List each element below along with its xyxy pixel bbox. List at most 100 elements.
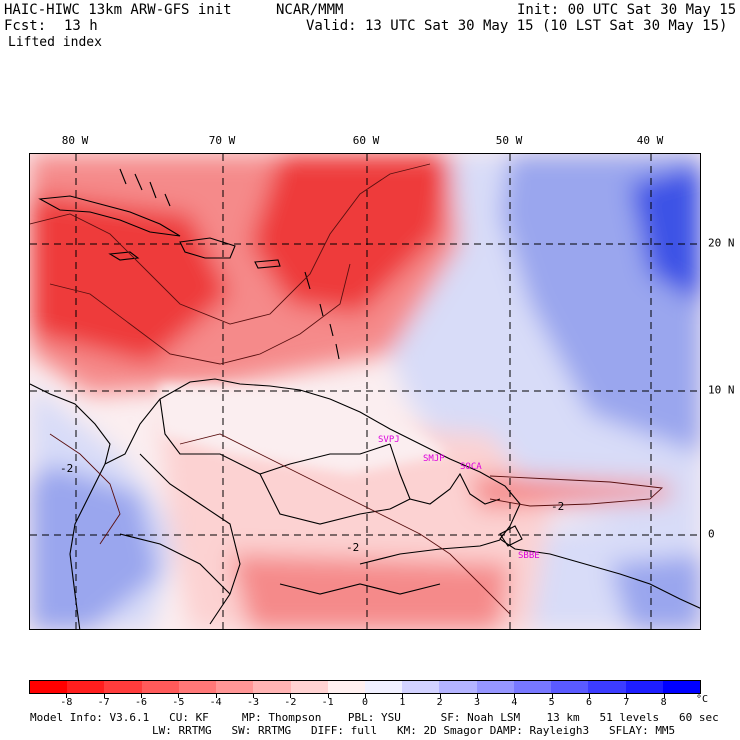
colorbar-tick-label: 4 — [511, 697, 518, 708]
colorbar-swatch — [513, 681, 552, 693]
colorbar-tick — [477, 694, 478, 698]
lon-label-50w: 50 W — [495, 134, 523, 147]
lat-label-10n: 10 N — [708, 383, 735, 397]
colorbar-swatch — [364, 681, 403, 693]
colorbar-tick — [402, 694, 404, 698]
colorbar-swatch — [588, 681, 626, 693]
coast-north-south-america — [104, 378, 700, 609]
colorbar-swatch — [178, 681, 217, 693]
coastlines — [30, 168, 700, 629]
colorbar-tick-label: 5 — [548, 697, 555, 708]
contour-label: -2 — [346, 541, 359, 554]
colorbar-swatch — [439, 681, 477, 693]
contour-label: -2 — [60, 462, 73, 475]
colorbar-swatch — [253, 681, 291, 693]
colorbar-tick-label: -3 — [246, 697, 260, 708]
model-info-line2: LW: RRTMG SW: RRTMG DIFF: full KM: 2D Sm… — [152, 724, 676, 737]
colorbar-swatch — [141, 681, 179, 693]
colorbar-tick-label: 0 — [361, 697, 369, 708]
colorbar-swatch — [476, 681, 514, 693]
colorbar-tick-label: -1 — [321, 697, 334, 708]
colorbar-swatch — [30, 681, 68, 693]
valid-time: Valid: 13 UTC Sat 30 May 15 (10 LST Sat … — [306, 18, 728, 34]
colorbar-tick — [141, 694, 142, 698]
border-brazil-north — [259, 473, 411, 525]
contours — [30, 163, 664, 615]
colorbar-swatch — [67, 681, 105, 693]
colorbar-tick-label: -5 — [172, 697, 185, 708]
contour-caribbean — [30, 163, 431, 325]
colorbar — [29, 680, 701, 694]
colorbar-tick-label: 3 — [473, 697, 481, 708]
colorbar-unit: °C — [696, 694, 709, 705]
lat-label-0: 0 — [708, 527, 715, 541]
colorbar-tick-label: -2 — [284, 697, 297, 708]
colorbar-tick — [327, 694, 329, 698]
contour-west — [49, 433, 121, 545]
lat-label-20n: 20 N — [708, 236, 735, 250]
colorbar-swatch — [104, 681, 142, 693]
negative-region-amazon-core — [230, 554, 510, 629]
colorbar-tick-label: -8 — [60, 697, 73, 708]
station-smjp: SMJP — [423, 454, 445, 464]
border-peru-brazil — [119, 533, 231, 595]
colorbar-tick-label: -7 — [97, 697, 110, 708]
colorbar-tick-label: 7 — [623, 697, 630, 708]
coast-marajo — [499, 525, 523, 547]
init-time: Init: 00 UTC Sat 30 May 15 — [517, 2, 737, 18]
fcst-label: Fcst: — [4, 18, 47, 34]
lifted-index-map: -2 -2 -2 SVPJ SMJP SOCA SBBE — [30, 154, 700, 629]
lon-label-60w: 60 W — [352, 134, 380, 147]
colorbar-tick — [514, 694, 516, 698]
colorbar-tick-label: 6 — [585, 697, 593, 708]
colorbar-tick — [103, 694, 105, 698]
coast-pacific-sa — [69, 463, 106, 629]
coast-hispaniola — [179, 237, 236, 259]
fcst-value: 13 h — [64, 18, 98, 34]
map-panel: -2 -2 -2 SVPJ SMJP SOCA SBBE — [29, 153, 701, 630]
colorbar-swatch — [551, 681, 589, 693]
contour-itcz — [489, 475, 664, 507]
org-label: NCAR/MMM — [276, 2, 344, 18]
contour-label: -2 — [551, 500, 564, 513]
colorbar-tick — [663, 694, 665, 698]
coast-puerto-rico — [254, 259, 281, 269]
colorbar-tick-label: 8 — [660, 697, 667, 708]
colorbar-tick — [626, 694, 628, 698]
coast-lesser-antilles — [304, 271, 340, 360]
colorbar-swatch — [216, 681, 254, 693]
colorbar-tick — [253, 694, 254, 698]
colorbar-tick — [365, 694, 366, 698]
colorbar-swatch — [402, 681, 440, 693]
colorbar-swatch — [327, 681, 365, 693]
colorbar-tick-label: -6 — [134, 697, 148, 708]
positive-region-far-east — [630, 164, 700, 303]
colorbar-swatch — [290, 681, 328, 693]
colorbar-tick — [551, 694, 553, 698]
lon-label-40w: 40 W — [636, 134, 664, 147]
colorbar-tick — [178, 694, 180, 698]
colorbar-tick-label: -4 — [209, 697, 222, 708]
positive-region-se — [610, 554, 700, 629]
positive-region-andes — [30, 464, 160, 629]
neutral-region-north-sa — [160, 384, 450, 474]
negative-region-core — [250, 154, 450, 314]
colorbar-tick — [215, 694, 217, 698]
colorbar-tick — [290, 694, 292, 698]
river-amazon — [359, 539, 501, 565]
colorbar-tick — [439, 694, 441, 698]
contour-amazon — [179, 433, 511, 615]
lat-lon-grid — [30, 154, 700, 629]
colorbar-swatch — [625, 681, 663, 693]
station-svpj: SVPJ — [378, 435, 400, 445]
lon-label-70w: 70 W — [208, 134, 236, 147]
station-soca: SOCA — [460, 462, 482, 472]
coast-central-america — [30, 383, 111, 465]
colorbar-tick — [589, 694, 590, 698]
coast-cuba — [38, 195, 181, 237]
lon-label-80w: 80 W — [61, 134, 89, 147]
coast-bahamas — [119, 168, 171, 207]
colorbar-swatch — [662, 681, 700, 693]
contour-caribbean-inner — [49, 263, 351, 365]
colorbar-tick-label: 1 — [399, 697, 406, 708]
